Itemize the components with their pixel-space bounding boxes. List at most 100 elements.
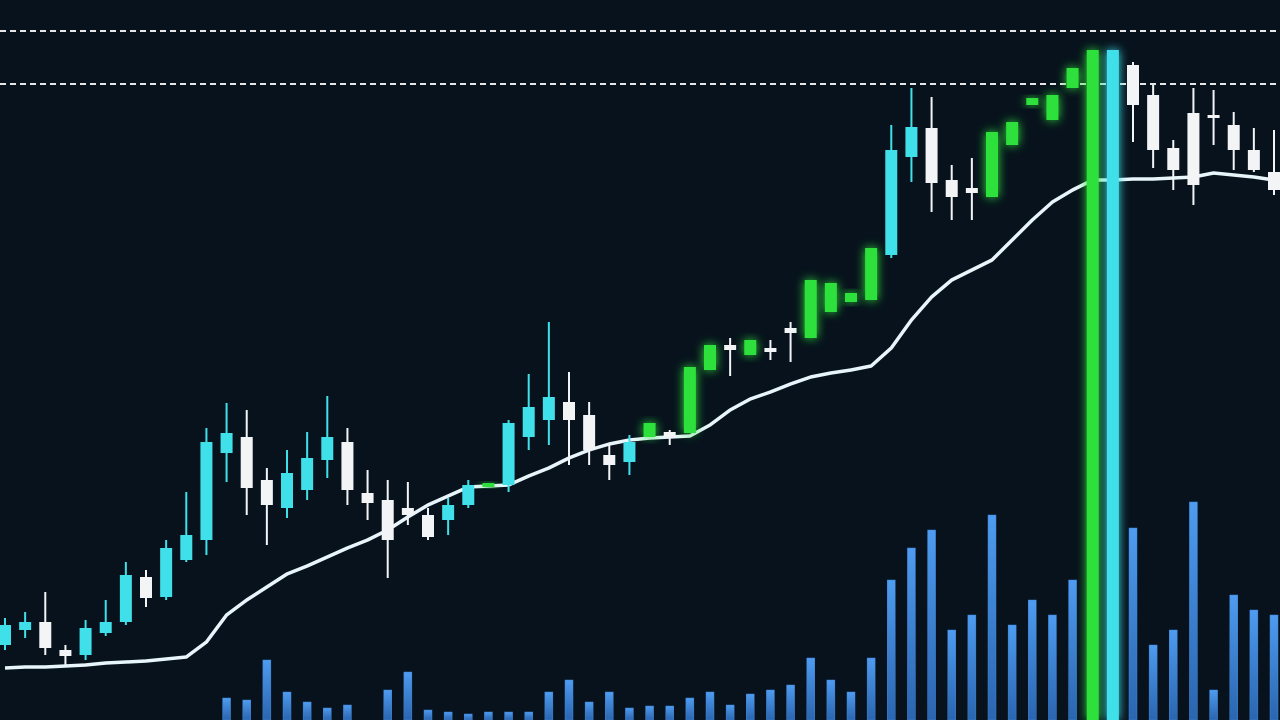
- volume-bar: [262, 659, 272, 720]
- volume-bar: [1148, 644, 1158, 720]
- candle-body: [482, 483, 495, 487]
- candle-body: [583, 415, 596, 450]
- volume-bar: [242, 699, 251, 720]
- volume-bar: [725, 704, 735, 720]
- volume-bar: [1007, 624, 1017, 720]
- volume-bar: [323, 707, 332, 720]
- candle-body: [240, 437, 253, 488]
- volume-bar: [423, 709, 433, 720]
- candle-body: [1247, 150, 1260, 170]
- volume-bar: [685, 697, 695, 720]
- candle-body: [19, 622, 32, 630]
- candle-body: [965, 188, 978, 193]
- volume-bar: [1229, 594, 1238, 720]
- candle-body: [1207, 115, 1220, 118]
- volume-bar: [1209, 689, 1218, 720]
- candle-body: [1167, 148, 1180, 170]
- candle-body: [724, 345, 737, 350]
- candle-body: [623, 442, 636, 462]
- candle-body: [704, 345, 716, 370]
- candle-body: [99, 622, 112, 633]
- volume-bar: [443, 711, 453, 720]
- volume-bar: [907, 547, 916, 720]
- candle-body: [1006, 122, 1019, 145]
- candle-body: [905, 127, 918, 157]
- candle-body: [522, 407, 535, 437]
- volume-bar: [625, 707, 634, 720]
- candle-body: [381, 500, 394, 540]
- candle-body: [744, 340, 757, 355]
- candle-body: [422, 515, 434, 537]
- candle-body: [824, 283, 837, 312]
- candle-body: [1086, 50, 1099, 720]
- volume-bar: [605, 691, 614, 720]
- volume-bar: [403, 671, 413, 720]
- volume-bar: [282, 691, 292, 720]
- candle-body: [79, 628, 92, 655]
- candle-body: [945, 180, 958, 197]
- candle-body: [361, 493, 374, 503]
- candle-body: [260, 480, 273, 505]
- volume-bar: [786, 684, 795, 720]
- volume-bar: [967, 614, 977, 720]
- volume-bar: [584, 701, 594, 720]
- moving-average-line: [4, 171, 1275, 670]
- volume-bar: [504, 711, 513, 720]
- candle-body: [1046, 95, 1059, 120]
- volume-bar: [302, 701, 312, 720]
- volume-bar: [645, 705, 654, 720]
- candle-body: [542, 397, 555, 420]
- candle-body: [643, 423, 656, 437]
- candle-body: [281, 473, 293, 508]
- candle-body: [986, 132, 998, 197]
- volume-bar: [1128, 527, 1138, 720]
- volume-bar: [464, 713, 473, 720]
- candle-body: [220, 433, 233, 453]
- candle-body: [442, 505, 455, 520]
- volume-bar: [987, 514, 997, 720]
- volume-bar: [564, 679, 574, 720]
- candle-body: [603, 455, 616, 465]
- candle-body: [1268, 172, 1280, 190]
- candle-body: [1066, 68, 1079, 88]
- volume-bar: [947, 629, 956, 720]
- volume-bar: [665, 705, 674, 720]
- candle-body: [925, 128, 938, 183]
- candle-body: [0, 625, 11, 645]
- candle-body: [1106, 50, 1119, 720]
- volume-bar: [746, 693, 755, 720]
- volume-bar: [222, 697, 231, 720]
- volume-bar: [927, 529, 936, 720]
- candle-body: [865, 248, 878, 300]
- candle-body: [502, 423, 515, 485]
- candle-body: [301, 458, 314, 490]
- volume-bar: [1048, 614, 1057, 720]
- volume-bar: [1068, 579, 1077, 720]
- volume-bar: [826, 679, 836, 720]
- candle-body: [341, 442, 354, 490]
- candle-body: [39, 622, 52, 648]
- volume-bar: [766, 689, 775, 720]
- candle-body: [140, 577, 152, 598]
- candle-body: [200, 442, 213, 540]
- candle-body: [180, 535, 193, 560]
- volume-bar: [1028, 599, 1037, 720]
- volume-bar: [1189, 501, 1198, 720]
- candle-body: [663, 432, 676, 437]
- volume-bar: [1269, 614, 1279, 720]
- candle-body: [119, 575, 132, 622]
- candle-body: [784, 328, 797, 333]
- candle-body: [160, 548, 173, 597]
- candle-body: [1187, 113, 1200, 185]
- candle-body: [1026, 98, 1039, 105]
- volume-bar: [887, 579, 896, 720]
- candle-body: [804, 280, 817, 338]
- volume-bar: [846, 691, 856, 720]
- volume-bar: [484, 711, 493, 720]
- candle-body: [462, 485, 475, 505]
- volume-bar: [866, 657, 876, 720]
- candle-body: [1127, 65, 1139, 105]
- volume-bar: [1169, 629, 1178, 720]
